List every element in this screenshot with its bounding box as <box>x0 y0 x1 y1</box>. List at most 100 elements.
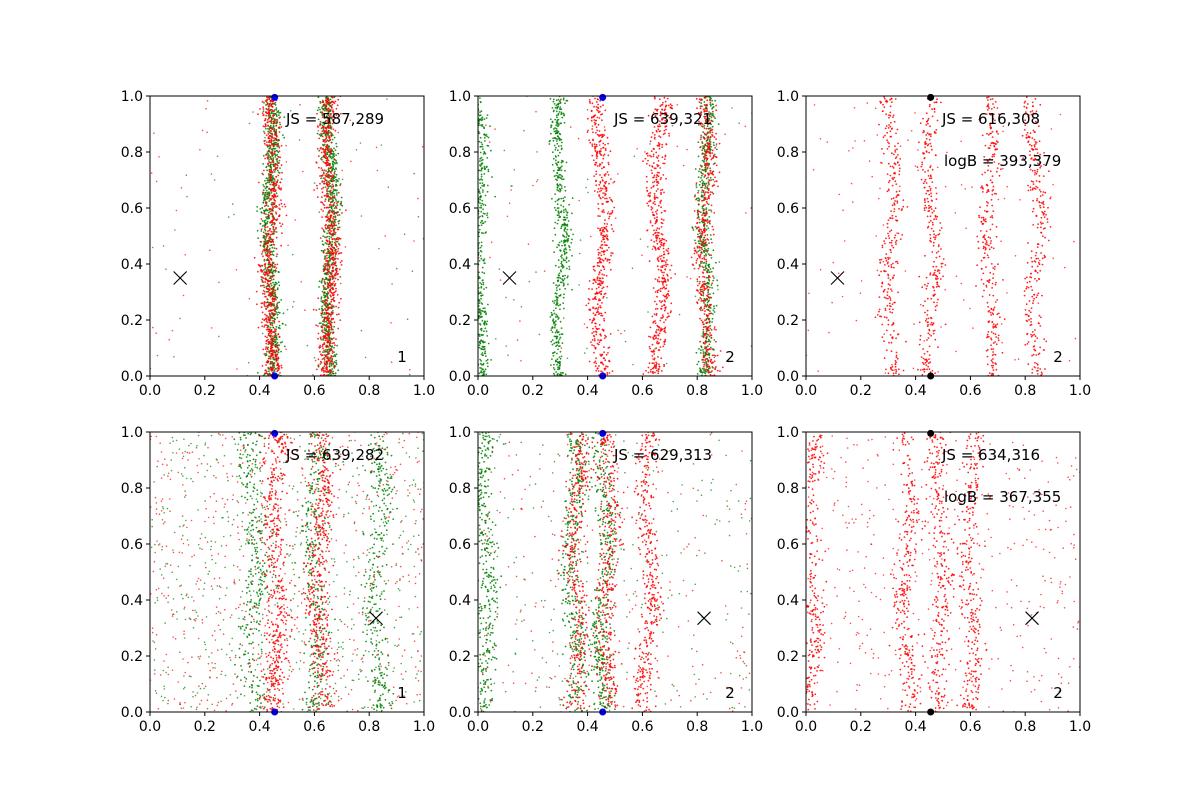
point <box>505 296 507 299</box>
point <box>273 292 276 295</box>
point <box>591 344 593 346</box>
point <box>264 229 267 232</box>
point <box>326 271 329 274</box>
point <box>333 237 336 240</box>
point <box>264 192 267 194</box>
point <box>695 184 698 186</box>
point <box>267 108 270 111</box>
point <box>613 180 616 183</box>
point <box>480 210 483 213</box>
point <box>557 169 559 172</box>
point <box>333 280 336 283</box>
point <box>332 253 334 256</box>
point <box>268 158 271 161</box>
point <box>267 132 270 135</box>
point <box>263 130 265 133</box>
point <box>322 339 324 341</box>
point <box>268 254 271 257</box>
point <box>266 108 269 111</box>
point <box>275 107 278 109</box>
point <box>475 227 477 229</box>
point <box>705 177 708 180</box>
point <box>324 296 327 298</box>
point <box>479 111 481 114</box>
point <box>712 279 715 282</box>
point <box>272 159 274 162</box>
point <box>633 155 636 158</box>
point <box>572 233 574 236</box>
point <box>671 124 674 127</box>
point <box>333 274 336 276</box>
point <box>606 297 608 299</box>
point <box>716 284 719 287</box>
point <box>592 282 595 285</box>
point <box>270 112 273 115</box>
point <box>560 255 562 258</box>
point <box>713 144 715 147</box>
point <box>327 114 330 117</box>
point <box>475 245 477 247</box>
point <box>325 129 328 132</box>
point <box>556 289 558 292</box>
point <box>564 252 566 255</box>
point <box>331 278 334 281</box>
point <box>323 311 326 314</box>
point <box>321 326 324 329</box>
point <box>468 126 470 128</box>
point <box>268 288 270 290</box>
point <box>267 193 270 195</box>
point <box>555 174 557 177</box>
point <box>482 259 484 262</box>
point <box>550 126 552 129</box>
point <box>324 198 327 201</box>
point <box>706 281 709 284</box>
point <box>333 195 336 197</box>
point <box>322 171 325 174</box>
point <box>266 96 268 99</box>
point <box>277 110 280 112</box>
point <box>560 165 563 168</box>
point <box>557 207 560 209</box>
point <box>331 119 334 121</box>
point <box>564 169 566 172</box>
point <box>334 255 337 257</box>
point <box>325 252 328 255</box>
point <box>599 306 602 309</box>
point <box>267 256 270 259</box>
point <box>551 300 554 303</box>
point <box>474 221 476 223</box>
point <box>336 344 338 347</box>
point <box>480 204 483 207</box>
point <box>608 215 611 218</box>
point <box>337 152 340 155</box>
point <box>268 96 271 99</box>
point <box>271 135 273 138</box>
point <box>331 350 334 353</box>
point <box>702 371 704 373</box>
point <box>289 110 292 112</box>
point <box>267 233 270 235</box>
point <box>268 181 270 184</box>
point <box>263 142 266 145</box>
point <box>559 102 562 104</box>
point <box>275 359 278 362</box>
point <box>266 144 269 147</box>
point <box>481 266 484 269</box>
point <box>601 203 603 205</box>
point <box>597 273 600 276</box>
point <box>601 167 603 170</box>
point <box>321 111 324 114</box>
point <box>331 183 334 186</box>
point <box>271 208 274 211</box>
point <box>705 250 707 252</box>
point <box>699 288 702 291</box>
point <box>338 244 341 246</box>
point <box>604 359 607 362</box>
point <box>280 199 282 202</box>
point <box>481 182 484 185</box>
point <box>568 246 571 249</box>
point <box>559 372 562 374</box>
point <box>333 361 336 364</box>
point <box>603 241 606 244</box>
point <box>553 368 556 371</box>
